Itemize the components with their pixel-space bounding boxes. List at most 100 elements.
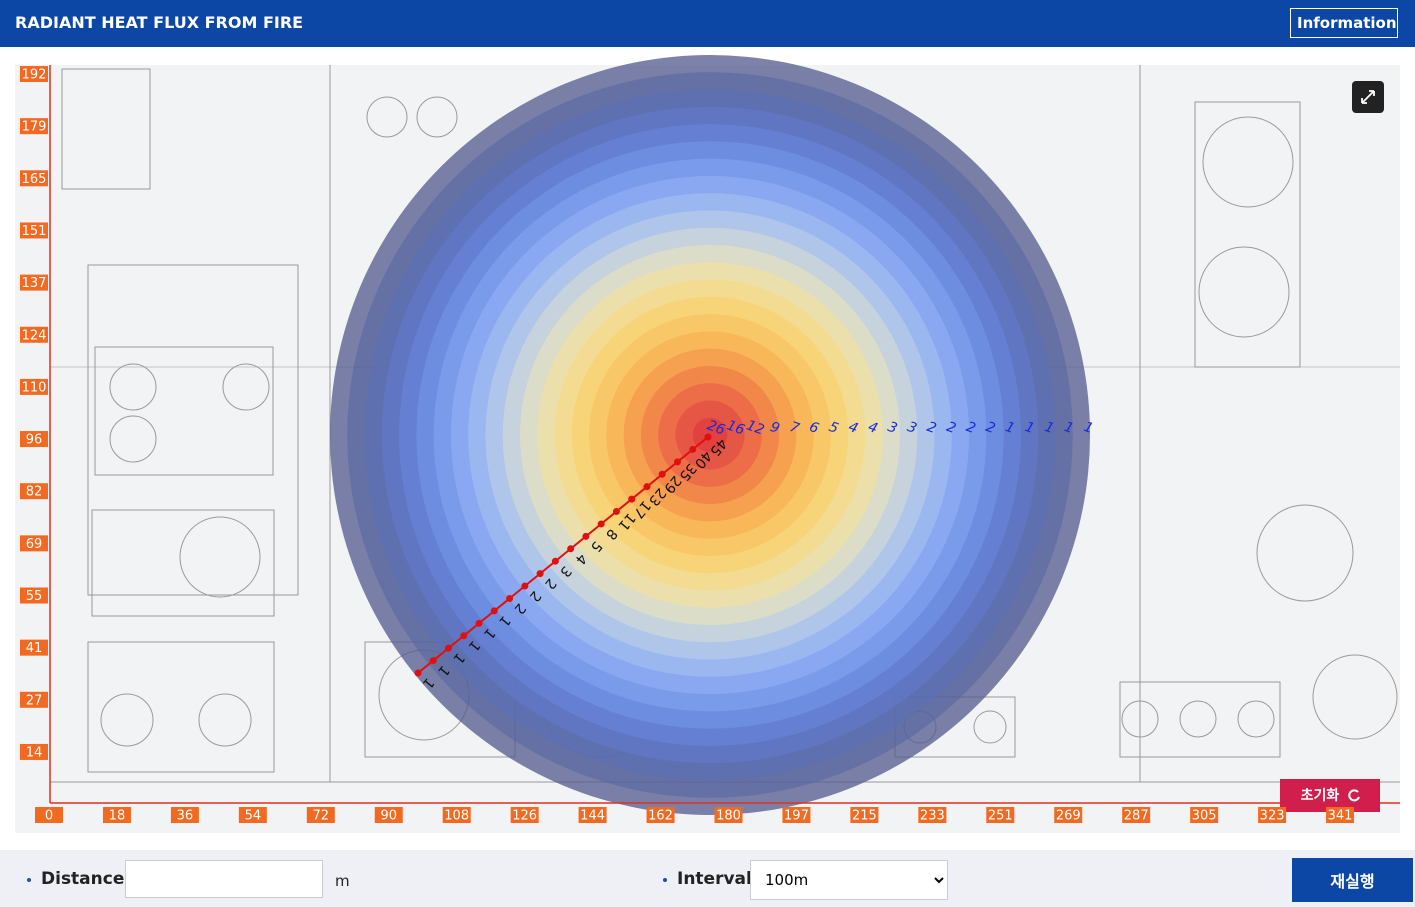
bullet [27,878,31,882]
measure-point [414,669,422,677]
x-axis-label: 341 [1326,807,1355,824]
y-axis-label: 14 [20,743,48,760]
run-button[interactable]: 재실행 [1292,858,1413,902]
axis-label-box [20,639,48,656]
reset-button[interactable]: 초기화 [1280,779,1380,812]
expand-button[interactable] [1352,81,1384,113]
x-axis-label: 36 [170,807,199,824]
axis-label-box [646,807,675,823]
measure-point [475,619,483,627]
axis-label-box [20,743,48,760]
measure-point [490,607,498,615]
axis-label-box [1258,807,1287,823]
axis-label-box [1054,807,1083,823]
plot: 초기화 192 179 165 151 137 124 110 96 82 69 55 41 27 14 0… [15,55,1400,833]
axis-label: 165 [22,172,47,187]
axis-label-box [306,807,335,823]
axis-label: 54 [245,809,262,824]
y-axis-label: 69 [20,535,48,552]
info-button[interactable]: Information [1290,8,1398,38]
axis-label: 126 [512,809,537,824]
axis-label: 233 [920,809,945,824]
axis-label: 162 [648,809,673,824]
y-axis-label: 27 [20,691,48,708]
axis-label-box [20,378,48,395]
measure-point [460,632,468,640]
measure-point [643,483,651,491]
x-axis-label: 180 [714,807,743,824]
axis-label-box [20,431,48,448]
axis-label-box [20,535,48,552]
measure-point [506,594,514,602]
x-axis-label: 108 [442,807,471,824]
x-axis-label: 305 [1190,807,1219,824]
axis-label: 108 [444,809,469,824]
measure-point [429,657,437,665]
axis-label: 251 [988,809,1013,824]
axis-label: 0 [45,809,53,824]
axis-label-box [1122,807,1151,823]
axis-label: 69 [26,537,43,552]
axis-label: 151 [22,224,47,239]
measure-point [689,445,697,453]
axis-label-box [20,118,48,135]
distance-unit: m [335,872,350,890]
x-axis-label: 90 [374,807,403,824]
measure-point [673,458,681,466]
axis-label: 124 [22,328,47,343]
axis-label: 55 [26,589,43,604]
axis-label-box [1326,807,1355,823]
axis-label: 110 [22,380,47,395]
distance-input[interactable] [125,860,323,898]
axis-label: 137 [22,276,47,291]
x-axis-label: 233 [918,807,947,824]
measure-point [582,532,590,540]
y-axis-label: 55 [20,587,48,604]
control-bar: Distance m Interval 100m 재실행 [0,850,1415,907]
y-axis-label: 165 [20,170,48,187]
axis-label-box [850,807,879,823]
y-axis-label: 151 [20,222,48,239]
axis-label-box [20,274,48,291]
x-axis-label: 251 [986,807,1015,824]
axis-label: 27 [26,693,43,708]
axis-label: 18 [109,809,126,824]
axis-label-box [20,326,48,343]
flux-label: 12 [744,417,766,438]
axis-label-box [918,807,947,823]
axis-label: 179 [22,120,47,135]
interval-select[interactable]: 100m [750,860,948,900]
y-axis-label: 110 [20,378,48,395]
axis-label: 305 [1192,809,1217,824]
axis-label: 215 [852,809,877,824]
x-axis-label: 287 [1122,807,1151,824]
axis-label-box [374,807,403,823]
axis-label-box [578,807,607,823]
y-axis-label: 82 [20,483,48,500]
x-axis-label: 126 [510,807,539,824]
x-axis-label: 54 [238,807,267,824]
axis-label: 36 [177,809,194,824]
axis-label-box [20,483,48,500]
axis-label: 144 [580,809,605,824]
y-axis-label: 41 [20,639,48,656]
axis-label-box [35,807,63,823]
axis-label-box [20,170,48,187]
axis-label: 82 [26,485,43,500]
bullet [663,878,667,882]
axis-label-box [238,807,267,823]
axis-label-box [20,222,48,239]
x-axis-label: 197 [782,807,811,824]
axis-label: 269 [1056,809,1081,824]
axis-label-box [442,807,471,823]
axis-label: 14 [26,745,43,760]
y-axis-label: 179 [20,118,48,135]
axis-label-box [20,691,48,708]
axis-label: 96 [26,433,43,448]
x-axis-label: 18 [102,807,131,824]
axis-label-box [20,66,48,82]
x-axis-label: 323 [1258,807,1287,824]
measure-point [704,433,712,441]
page-title: RADIANT HEAT FLUX FROM FIRE [15,13,304,32]
